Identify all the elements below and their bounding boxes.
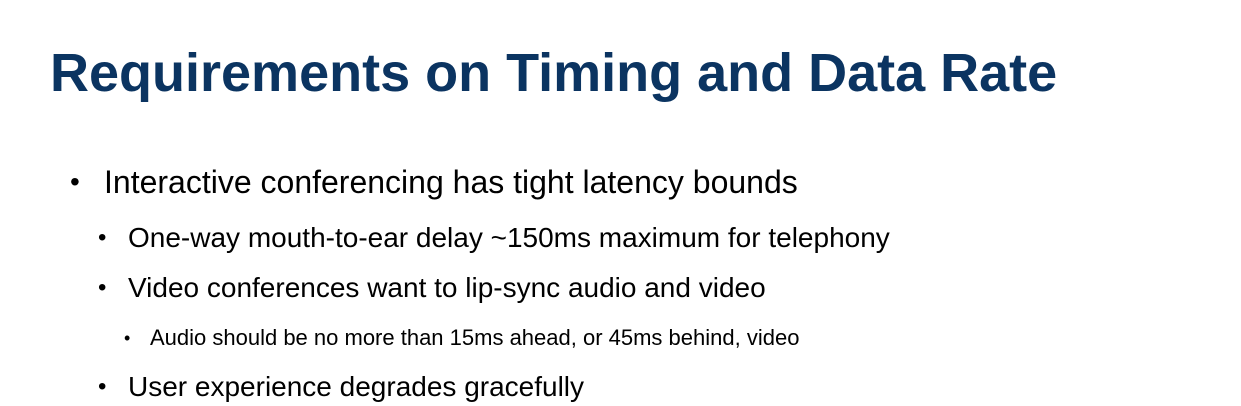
bullet-item: • Video conferences want to lip-sync aud… [98,271,766,305]
bullet-text: Audio should be no more than 15ms ahead,… [150,325,800,350]
bullet-text: User experience degrades gracefully [128,371,585,402]
bullet-dot: • [124,328,131,348]
bullet-dot: • [70,166,80,197]
bullet-dot: • [98,373,107,400]
slide-title: Requirements on Timing and Data Rate [50,43,1058,103]
bullet-item: • Interactive conferencing has tight lat… [70,162,798,202]
bullet-item: • One-way mouth-to-ear delay ~150ms maxi… [98,221,890,255]
bullet-item: • User experience degrades gracefully [98,370,584,404]
bullet-text: One-way mouth-to-ear delay ~150ms maximu… [128,222,890,253]
bullet-item: • Audio should be no more than 15ms ahea… [124,324,799,352]
bullet-text: Video conferences want to lip-sync audio… [128,272,766,303]
bullet-text: Interactive conferencing has tight laten… [104,164,798,200]
bullet-dot: • [98,224,107,251]
bullet-dot: • [98,274,107,301]
